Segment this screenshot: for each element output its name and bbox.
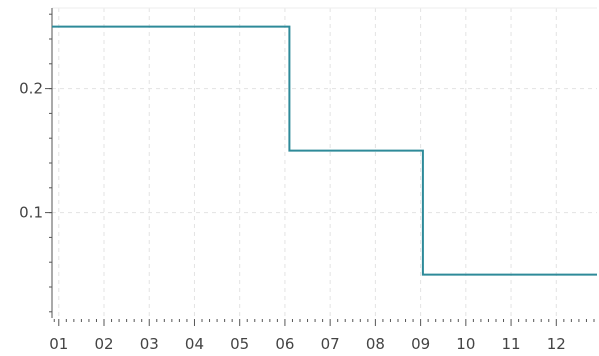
grid-lines (52, 7, 597, 318)
y-tick-label: 0.2 (19, 80, 43, 98)
x-tick-label: 03 (140, 335, 159, 353)
x-tick-label: 02 (94, 335, 113, 353)
x-tick-label: 11 (502, 335, 521, 353)
series-layer (52, 25, 597, 276)
x-tick-label: 09 (411, 335, 430, 353)
x-tick-label: 05 (230, 335, 249, 353)
x-tick-label: 07 (321, 335, 340, 353)
x-tick-label: 06 (275, 335, 294, 353)
y-tick-label: 0.1 (19, 204, 43, 222)
x-tick-label: 12 (547, 335, 566, 353)
x-tick-label: 10 (456, 335, 475, 353)
x-tick-label: 08 (366, 335, 385, 353)
tick-labels: 0.1 0.2 01 02 03 04 05 06 07 08 09 10 11 12 (19, 80, 566, 353)
x-tick-label: 04 (185, 335, 204, 353)
x-tick-label: 01 (49, 335, 68, 353)
axes (45, 8, 595, 326)
step-series-line (52, 25, 597, 276)
